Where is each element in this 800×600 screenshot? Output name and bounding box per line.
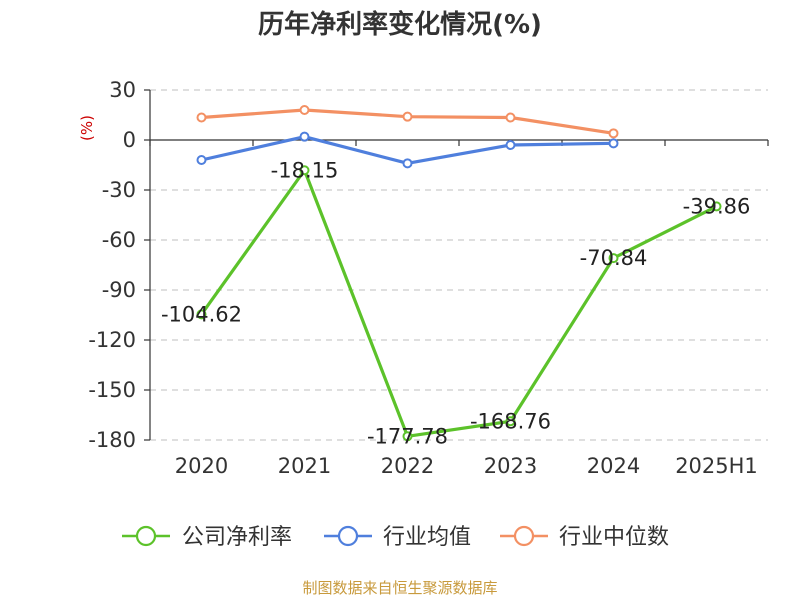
x-tick-label: 2023 — [484, 454, 537, 478]
y-axis-ticks: 30 0 -30 -60 -90 -120 -150 -180 — [88, 78, 150, 452]
series-point — [608, 253, 619, 264]
series-lines — [196, 105, 722, 442]
y-axis-unit-label: (%) — [78, 115, 96, 141]
legend-marker-icon — [135, 525, 157, 547]
y-tick-label: -90 — [102, 278, 136, 302]
series-point — [196, 309, 207, 320]
series-point — [299, 105, 310, 115]
y-tick-label: 30 — [109, 78, 136, 102]
series-point — [505, 112, 516, 123]
x-tick-label: 2020 — [175, 454, 228, 478]
source-note: 制图数据来自恒生聚源数据库 — [302, 579, 497, 597]
legend-item[interactable]: 行业中位数 — [500, 525, 669, 550]
y-tick-label: -120 — [88, 328, 136, 352]
legend-item[interactable]: 公司净利率 — [122, 525, 292, 550]
series-line — [199, 168, 719, 438]
y-tick-label: -150 — [88, 378, 136, 402]
series-point — [505, 416, 516, 427]
data-label: -168.76 — [470, 409, 551, 433]
y-tick-label: 0 — [123, 128, 136, 152]
legend-label: 行业中位数 — [559, 525, 669, 550]
legend-label: 公司净利率 — [182, 525, 292, 550]
series-point — [608, 128, 619, 139]
data-label: -70.84 — [580, 246, 648, 270]
series-point — [505, 140, 516, 150]
x-axis-ticks: 2020 2021 2022 2023 2024 2025H1 — [149, 140, 769, 478]
x-tick-label: 2024 — [587, 454, 640, 478]
data-label: -104.62 — [161, 302, 242, 326]
data-label: -177.78 — [367, 424, 448, 448]
data-label: -39.86 — [683, 194, 751, 218]
series-point — [608, 138, 619, 149]
chart-title: 历年净利率变化情况(%) — [258, 9, 542, 40]
x-tick-label: 2022 — [381, 454, 434, 478]
series-point — [196, 112, 207, 123]
data-label: -18.15 — [271, 158, 339, 182]
y-tick-label: -30 — [102, 178, 136, 202]
data-labels: -104.62 -18.15 -177.78 -168.76 -70.84 -39.86 — [161, 158, 750, 448]
series-point — [402, 111, 413, 122]
y-tick-label: -180 — [88, 428, 136, 452]
legend-marker-icon — [337, 525, 359, 547]
series-point — [299, 165, 310, 176]
series-point — [196, 155, 207, 165]
grid-lines — [150, 89, 768, 441]
legend-marker-icon — [513, 525, 535, 547]
series-point — [299, 131, 310, 142]
series-point — [711, 201, 722, 212]
x-tick-label: 2025H1 — [675, 454, 758, 478]
y-tick-label: -60 — [102, 228, 136, 252]
x-tick-label: 2021 — [278, 454, 331, 478]
legend-label: 行业均值 — [383, 525, 471, 550]
legend[interactable]: 公司净利率 行业均值 行业中位数 — [122, 525, 669, 550]
series-point — [402, 158, 413, 169]
series-point — [402, 431, 413, 442]
legend-item[interactable]: 行业均值 — [324, 525, 471, 550]
